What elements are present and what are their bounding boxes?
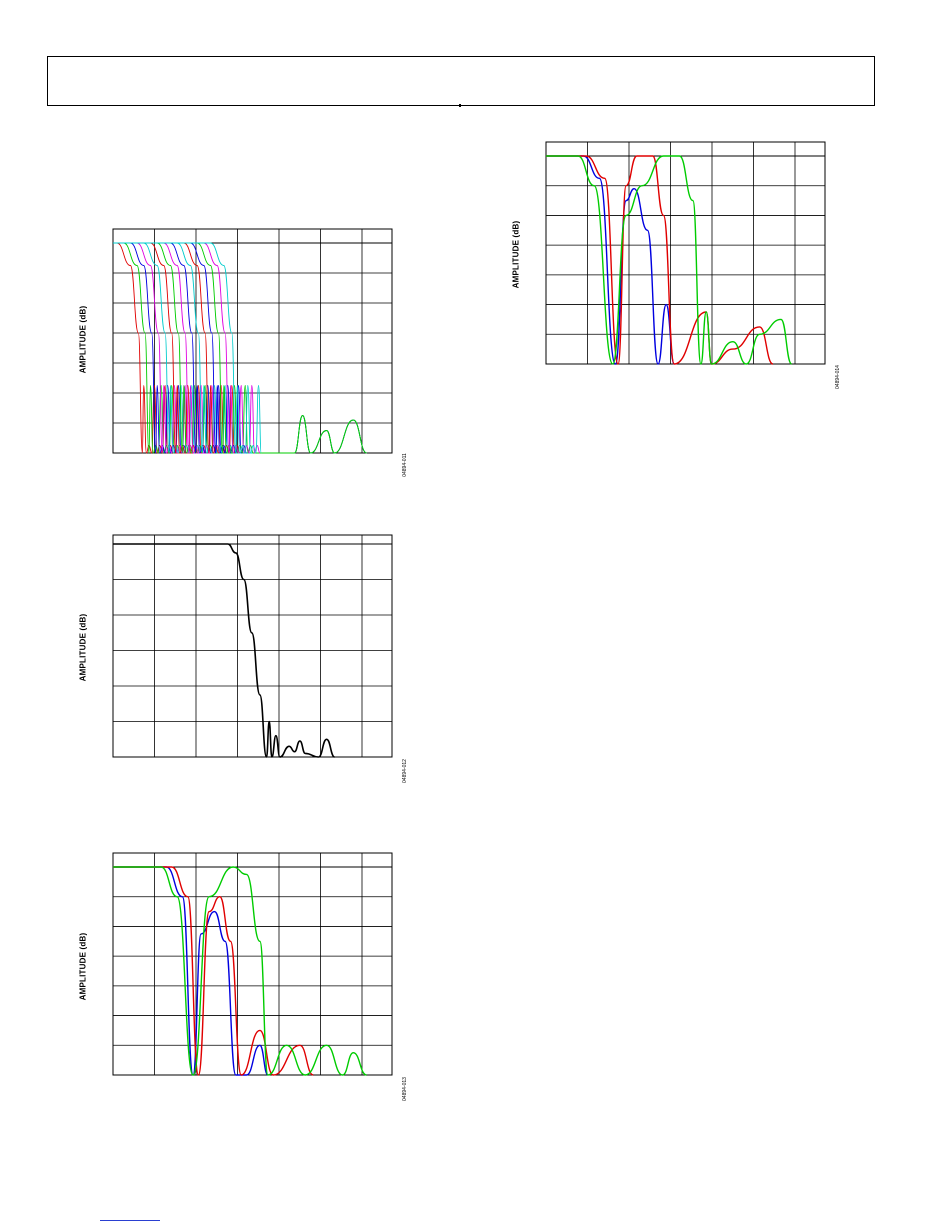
series-line-13	[113, 242, 261, 454]
y-axis-label: AMPLITUDE (dB)	[511, 220, 521, 289]
page-header-box	[47, 56, 875, 106]
figure-code: 04894-014	[835, 365, 841, 389]
series-line-8	[113, 242, 227, 454]
series-line-1	[113, 242, 181, 454]
series-line-0	[113, 543, 335, 758]
footer-link-underline[interactable]	[100, 1220, 160, 1221]
series-line-0	[113, 866, 269, 1076]
amplitude-chart-014	[545, 141, 826, 365]
plot-frame	[112, 534, 393, 758]
y-axis-label: AMPLITUDE (dB)	[78, 305, 88, 374]
series-line-0	[546, 155, 675, 365]
series-line-12	[113, 242, 367, 454]
plot-frame	[112, 852, 393, 1076]
series-line-2	[546, 155, 793, 365]
figure-code: 04894-011	[402, 453, 408, 477]
figure-code: 04894-013	[402, 1077, 408, 1101]
figure-code: 04894-012	[402, 759, 408, 783]
series-line-4	[113, 242, 201, 454]
series-line-1	[546, 155, 774, 365]
series-line-14	[113, 242, 262, 454]
header-divider	[459, 104, 461, 107]
series-line-10	[113, 242, 241, 454]
amplitude-chart-011	[112, 228, 393, 454]
series-line-7	[113, 242, 221, 454]
y-axis-label: AMPLITUDE (dB)	[78, 932, 88, 1001]
amplitude-chart-012	[112, 534, 393, 758]
series-line-5	[113, 242, 207, 454]
series-line-11	[113, 242, 247, 454]
amplitude-chart-013	[112, 852, 393, 1076]
y-axis-label: AMPLITUDE (dB)	[78, 613, 88, 682]
plot-frame	[545, 141, 826, 365]
series-line-2	[113, 866, 367, 1076]
series-line-1	[113, 866, 314, 1076]
series-line-2	[113, 242, 187, 454]
